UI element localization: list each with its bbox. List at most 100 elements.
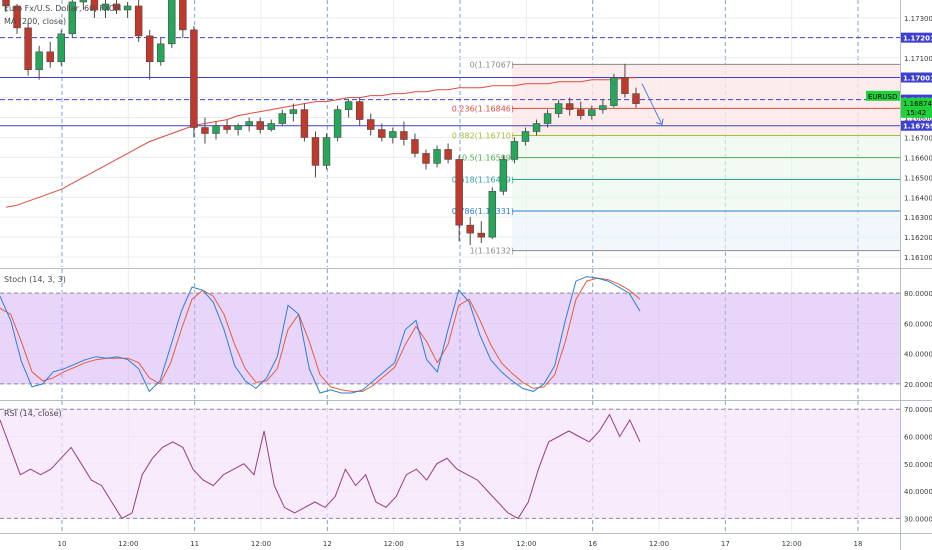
forecast-arrowhead	[655, 118, 664, 126]
candle	[344, 99, 353, 118]
price-axis[interactable]: 1.173001.171001.169001.168001.167001.166…	[866, 15, 932, 262]
time-tick-label: 17	[721, 540, 730, 548]
candle	[2, 0, 10, 12]
stoch-k-line	[0, 276, 641, 394]
fib-level-label: 0.618(1.16489)	[452, 176, 514, 185]
candle	[134, 0, 143, 42]
candle	[477, 221, 485, 244]
indicator-tick-label: 70.0000	[904, 406, 932, 414]
current-price-badge: EURUSD 1.16874 15:42	[866, 90, 932, 118]
candle-body	[179, 0, 187, 31]
time-axis[interactable]: 10 12:00 11 12:00 12 12:00 13 12:00 16 12:00 17 12:…	[0, 533, 932, 549]
candle	[123, 1, 132, 18]
candle	[179, 0, 187, 38]
candle	[510, 137, 519, 164]
indicator-tick-label: 40.0000	[904, 488, 932, 496]
candlesticks	[2, 0, 640, 246]
candle	[521, 127, 530, 146]
indicator-tick-label: 30.0000	[904, 515, 932, 523]
candle-body	[444, 149, 452, 160]
candle	[389, 127, 397, 144]
candle-body	[245, 121, 253, 126]
candle-body	[223, 125, 231, 130]
candle-body	[333, 109, 342, 138]
fib-zone-green	[512, 135, 900, 212]
candle-body	[554, 103, 563, 114]
candle-body	[510, 141, 519, 160]
price-level-badge	[901, 72, 932, 83]
candle	[577, 101, 585, 120]
fib-levels: 0(1.17067) 0.236(1.16846) 0.382(1.16710) 0.…	[452, 60, 900, 256]
candle-body	[2, 0, 10, 7]
candle	[278, 109, 287, 126]
rsi-title: RSI (14, close)	[4, 409, 62, 418]
candle-body	[532, 123, 541, 132]
stoch-pane[interactable]: 80.0000 60.0000 40.0000 20.0000 Stoch (14, …	[0, 268, 932, 400]
candle-body	[13, 5, 21, 29]
indicator-tick-label: 60.0000	[904, 433, 932, 441]
candle-body	[543, 113, 552, 124]
indicator-tick-label: 80.0000	[904, 290, 932, 298]
candle-body	[588, 109, 596, 116]
candle	[488, 187, 497, 240]
candle-body	[389, 131, 397, 138]
candle-body	[134, 5, 143, 37]
rsi-pane[interactable]: 70.0000 60.0000 50.0000 40.0000 30.0000 RSI …	[0, 400, 932, 533]
candle	[378, 123, 386, 142]
price-tick-label: 1.16600	[904, 154, 932, 162]
candle	[499, 155, 508, 196]
candle	[101, 0, 110, 18]
indicator-tick-label: 40.0000	[904, 351, 932, 359]
indicator-tick-label: 20.0000	[904, 381, 932, 389]
candle	[333, 105, 342, 142]
ma-label: MA (200, close)	[4, 17, 66, 26]
candle	[466, 217, 474, 246]
symbol-badge-label: EURUSD	[868, 93, 897, 101]
time-tick-label: 12:00	[251, 540, 271, 548]
price-tick-label: 1.16200	[904, 234, 932, 242]
candle	[543, 109, 552, 128]
price-tick-label: 1.17100	[904, 55, 932, 63]
candle	[565, 97, 574, 116]
price-pane[interactable]: 0(1.17067) 0.236(1.16846) 0.382(1.16710) 0.…	[0, 0, 900, 267]
candle-body	[190, 29, 198, 128]
candle-body	[68, 1, 77, 35]
current-price-label: 1.16874	[903, 100, 932, 108]
candle-body	[466, 224, 474, 234]
price-level-badge-label: 1.17201	[903, 35, 932, 43]
stoch-title: Stoch (14, 3, 3)	[4, 275, 66, 284]
candle	[400, 121, 408, 146]
candle	[35, 45, 43, 80]
time-tick-label: 12:00	[118, 540, 138, 548]
candle-body	[35, 51, 43, 71]
candle	[632, 87, 640, 108]
candle-body	[201, 127, 209, 134]
candle	[554, 99, 563, 118]
price-level-badge	[901, 120, 932, 131]
fib-zone-blue	[512, 211, 900, 251]
candle-body	[90, 0, 99, 11]
candle-body	[488, 190, 497, 238]
candle	[311, 131, 320, 178]
candle-body	[101, 3, 110, 11]
candle-body	[46, 51, 54, 63]
candle-body	[157, 43, 165, 63]
candle-body	[610, 77, 618, 106]
candle-body	[234, 125, 242, 130]
candle-body	[145, 35, 154, 63]
fib-level-label: 0.382(1.16710)	[452, 131, 514, 140]
candle	[13, 3, 21, 34]
price-tick-label: 1.16700	[904, 134, 932, 142]
rsi-band-lines	[0, 408, 900, 519]
candle-body	[300, 109, 309, 138]
fib-level-label: 0.786(1.16331)	[452, 207, 514, 216]
time-tick-label: 12	[323, 540, 332, 548]
candle	[68, 0, 77, 38]
rsi-line	[0, 413, 641, 520]
price-tick-label: 1.16800	[904, 115, 932, 123]
candle-body	[123, 5, 132, 11]
candle-body	[322, 137, 331, 166]
time-tick-label: 18	[854, 540, 863, 548]
time-tick-label: 12:00	[649, 540, 669, 548]
